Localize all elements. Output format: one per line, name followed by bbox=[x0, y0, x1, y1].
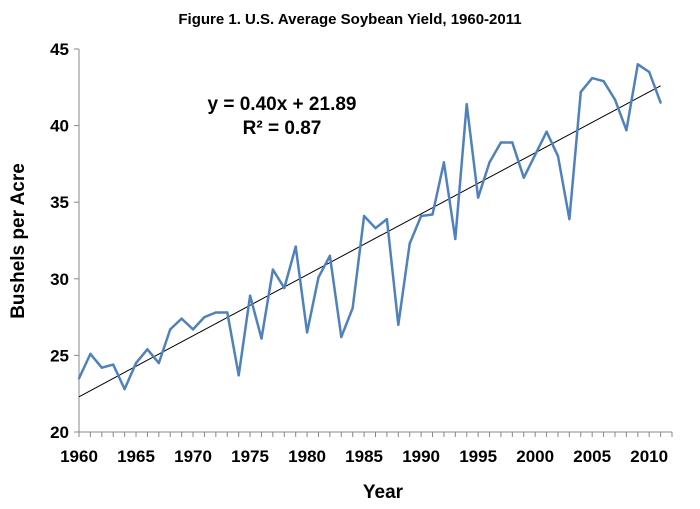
data-point bbox=[294, 245, 297, 248]
y-tick-label: 30 bbox=[50, 270, 69, 289]
data-point bbox=[237, 374, 240, 377]
data-point bbox=[248, 294, 252, 297]
data-point bbox=[100, 366, 104, 369]
data-point bbox=[203, 315, 206, 319]
x-tick-label: 2010 bbox=[630, 447, 668, 466]
y-tick-label: 35 bbox=[50, 193, 69, 212]
data-point bbox=[431, 213, 434, 216]
data-point bbox=[385, 217, 389, 221]
data-point bbox=[636, 63, 639, 66]
x-tick-label: 1995 bbox=[459, 447, 497, 466]
data-point bbox=[305, 331, 309, 334]
trendline-equation: y = 0.40x + 21.89 bbox=[208, 94, 357, 115]
data-point bbox=[625, 128, 628, 132]
chart-title: Figure 1. U.S. Average Soybean Yield, 19… bbox=[178, 11, 521, 28]
data-point bbox=[590, 76, 594, 80]
data-point bbox=[408, 242, 411, 245]
x-tick-label: 1965 bbox=[117, 447, 155, 466]
data-point bbox=[362, 214, 366, 218]
data-point bbox=[602, 79, 605, 83]
y-axis-ticks: 20 25 30 35 40 45 bbox=[50, 40, 79, 442]
data-point bbox=[214, 311, 218, 314]
y-tick-label: 40 bbox=[50, 117, 69, 136]
x-tick-label: 2005 bbox=[573, 447, 611, 466]
data-point bbox=[340, 335, 343, 339]
data-point bbox=[77, 377, 81, 380]
x-tick-label: 1985 bbox=[345, 447, 383, 466]
data-point bbox=[522, 176, 525, 179]
data-point bbox=[442, 161, 446, 164]
trendline-r-squared: R² = 0.87 bbox=[243, 118, 322, 139]
data-point bbox=[351, 306, 354, 310]
x-tick-label: 2000 bbox=[516, 447, 554, 466]
data-point bbox=[180, 317, 183, 320]
data-point bbox=[112, 363, 115, 366]
data-point bbox=[134, 361, 138, 365]
data-point bbox=[317, 276, 320, 279]
data-point bbox=[488, 161, 491, 164]
data-point bbox=[123, 387, 126, 391]
data-point bbox=[465, 102, 468, 106]
yield-series-points bbox=[77, 63, 662, 391]
data-point bbox=[146, 348, 149, 351]
data-point bbox=[226, 311, 229, 314]
x-axis-title: Year bbox=[363, 482, 404, 503]
data-point bbox=[89, 352, 92, 356]
yield-series-line bbox=[77, 63, 662, 391]
data-point bbox=[533, 153, 537, 156]
plot-area: 20 25 30 35 40 45 1960 1965 1970 1975 1980 1985 199… bbox=[50, 40, 673, 466]
data-point bbox=[454, 237, 457, 241]
data-point bbox=[499, 141, 503, 144]
data-point bbox=[556, 155, 560, 158]
data-point bbox=[545, 130, 548, 133]
data-point bbox=[397, 323, 400, 326]
y-axis-title: Bushels per Acre bbox=[8, 163, 29, 319]
y-tick-label: 25 bbox=[50, 346, 69, 365]
data-point bbox=[659, 101, 662, 104]
data-point bbox=[157, 361, 161, 365]
data-point bbox=[579, 90, 582, 94]
x-tick-label: 1980 bbox=[288, 447, 326, 466]
data-point bbox=[511, 141, 514, 144]
x-tick-label: 1975 bbox=[231, 447, 269, 466]
data-point bbox=[191, 328, 195, 331]
data-point bbox=[169, 328, 172, 331]
y-tick-label: 20 bbox=[50, 423, 69, 442]
data-point bbox=[271, 268, 275, 271]
data-point bbox=[419, 214, 423, 218]
data-point bbox=[260, 337, 263, 340]
y-tick-label: 45 bbox=[50, 40, 69, 59]
data-point bbox=[647, 70, 651, 74]
data-point bbox=[328, 254, 332, 258]
x-axis-ticks: 1960 1965 1970 1975 1980 1985 1990 1995 2000 2005… bbox=[60, 432, 673, 466]
x-tick-label: 1990 bbox=[402, 447, 440, 466]
data-point bbox=[476, 196, 480, 199]
x-tick-label: 1960 bbox=[60, 447, 98, 466]
data-point bbox=[568, 217, 571, 221]
x-tick-label: 1970 bbox=[174, 447, 212, 466]
data-point bbox=[374, 227, 377, 230]
data-point bbox=[613, 98, 617, 101]
data-point bbox=[283, 286, 286, 290]
trendline bbox=[78, 85, 661, 398]
